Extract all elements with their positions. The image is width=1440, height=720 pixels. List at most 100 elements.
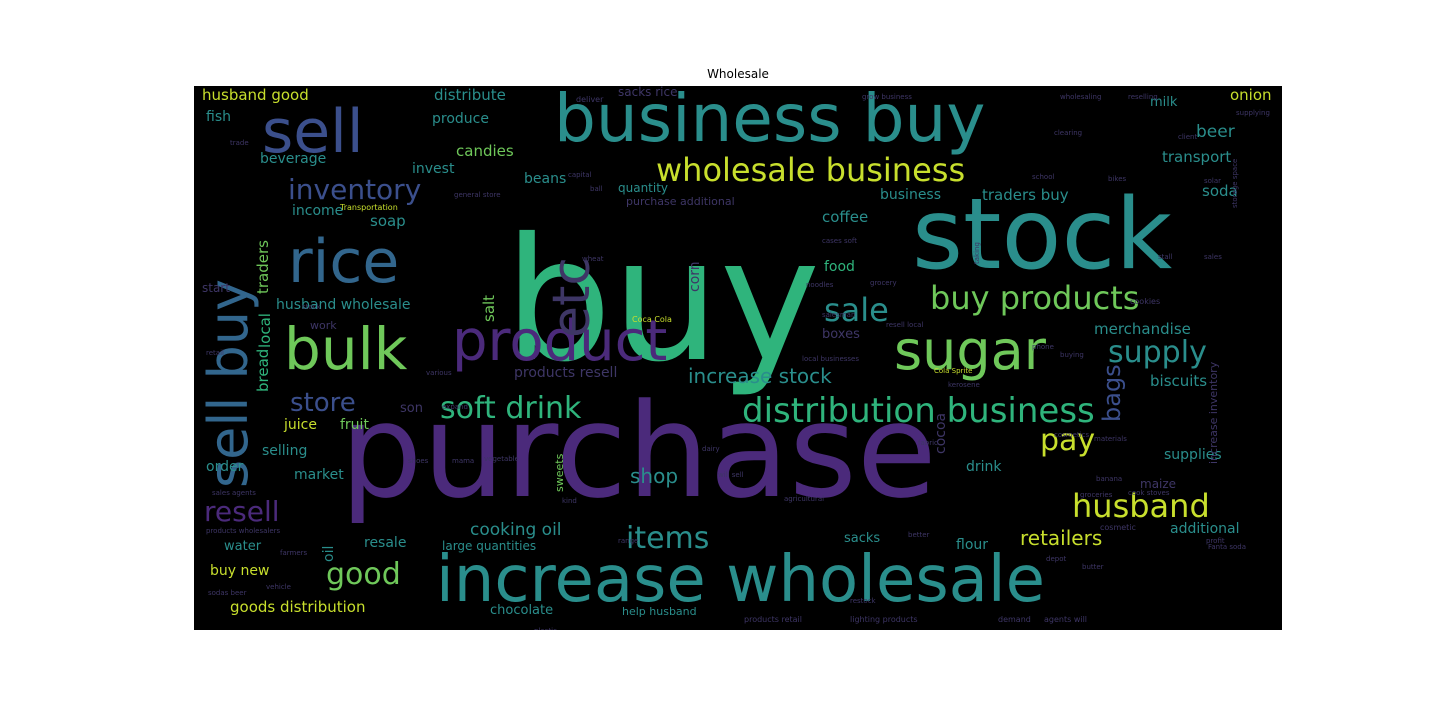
- word-corn: corn: [687, 261, 703, 292]
- word-cosmetic: cosmetic: [1100, 523, 1136, 532]
- word-agricultural: agricultural: [784, 495, 825, 503]
- word-soft-drink: soft drink: [440, 391, 582, 426]
- word-maize: maize: [1140, 477, 1177, 491]
- word-pay: pay: [1040, 423, 1096, 458]
- word-additional: additional: [1170, 521, 1240, 537]
- word-reselling: reselling: [1128, 93, 1158, 101]
- word-work: work: [310, 319, 337, 332]
- word-oil: oil: [321, 545, 337, 562]
- word-solar: solar: [1204, 177, 1222, 185]
- word-bags: bags: [1098, 364, 1126, 422]
- word-fanta-soda: Fanta soda: [1208, 543, 1247, 551]
- word-purchase-additional: purchase additional: [626, 195, 735, 208]
- word-supplies: supplies: [1164, 447, 1222, 463]
- word-mama: mama: [452, 457, 475, 465]
- word-buy: buy: [504, 202, 821, 400]
- word-milk: milk: [1150, 95, 1178, 110]
- word-onion: onion: [1230, 86, 1272, 104]
- word-sugar: sugar: [894, 319, 1046, 382]
- word-income: income: [292, 203, 344, 219]
- word-sacks-rice: sacks rice: [618, 86, 678, 99]
- word-retail: retail: [206, 349, 224, 357]
- word-resell-local: resell local: [886, 321, 924, 329]
- word-cloud: buy purchase stock business buy increase who…: [194, 86, 1282, 630]
- word-resell: resell: [204, 495, 280, 528]
- word-deliver: deliver: [576, 95, 604, 104]
- word-chocolate: chocolate: [490, 603, 554, 618]
- word-groceries: groceries: [1080, 491, 1113, 499]
- word-sale: sale: [824, 291, 889, 329]
- word-depot: depot: [1046, 555, 1067, 563]
- word-clearing: clearing: [1054, 129, 1083, 137]
- word-profit: profit: [1206, 537, 1225, 545]
- word-school: school: [1032, 173, 1055, 181]
- word-products-resell: products resell: [514, 365, 618, 381]
- word-cosmetics: cosmetics: [1054, 431, 1090, 439]
- word-client: client: [1178, 133, 1198, 141]
- word-invest: invest: [412, 161, 455, 177]
- word-plastic: plastic: [534, 628, 557, 631]
- word-kerosene: kerosene: [948, 381, 980, 389]
- word-purchase: purchase: [340, 375, 937, 527]
- word-husband-good: husband good: [202, 86, 309, 104]
- word-water: water: [224, 539, 262, 554]
- word-products-retail: products retail: [744, 615, 802, 624]
- word-stall: stall: [1158, 253, 1173, 261]
- word-salesman: salesman: [822, 311, 856, 319]
- word-candies: candies: [456, 142, 514, 160]
- word-cases-soft: cases soft: [822, 237, 857, 245]
- word-soda: soda: [1202, 182, 1238, 200]
- word-help-husband: help husband: [622, 605, 697, 618]
- word-demand: demand: [998, 615, 1031, 624]
- word-stock-2: stock: [302, 303, 321, 311]
- word-lighting-products: lighting products: [850, 615, 918, 624]
- word-cookies: cookies: [1130, 297, 1161, 306]
- word-coca-cola: Coca Cola: [632, 315, 672, 324]
- word-sell: sell: [262, 97, 364, 167]
- word-flour: flour: [956, 537, 989, 553]
- word-rice: rice: [288, 227, 400, 297]
- word-wholesale-business: wholesale business: [656, 151, 966, 189]
- word-cook-stoves: cook stoves: [1128, 489, 1170, 497]
- word-distribute: distribute: [434, 86, 506, 104]
- word-items: items: [626, 521, 710, 556]
- chart-title: Wholesale: [707, 67, 769, 81]
- word-juice: juice: [284, 417, 317, 433]
- word-produce: produce: [432, 111, 489, 127]
- word-supply: supply: [1108, 335, 1207, 370]
- word-better: better: [908, 531, 930, 539]
- word-fish: fish: [206, 109, 231, 125]
- word-sweets: sweets: [553, 453, 566, 492]
- word-local: local: [256, 313, 274, 348]
- word-etc: etc: [542, 257, 602, 338]
- word-farmers: farmers: [280, 549, 308, 557]
- word-increase-stock: increase stock: [688, 364, 832, 388]
- word-merchandise: merchandise: [1094, 320, 1191, 338]
- word-buy-products: buy products: [930, 279, 1140, 317]
- word-supplying: supplying: [1236, 109, 1270, 117]
- word-store: store: [290, 388, 356, 418]
- word-husband: husband: [1072, 487, 1210, 525]
- word-capital: capital: [568, 171, 592, 179]
- word-beer: beer: [1196, 122, 1235, 142]
- word-stock: stock: [912, 178, 1173, 292]
- word-drink: drink: [966, 459, 1002, 475]
- word-cocoa: cocoa: [933, 412, 949, 454]
- word-banana: banana: [1096, 475, 1123, 483]
- word-kind: kind: [562, 497, 577, 505]
- word-products-wholesalers: products wholesalers: [206, 527, 281, 535]
- word-quantity: quantity: [618, 181, 669, 195]
- word-coffee: coffee: [822, 208, 869, 226]
- word-will-sell: will sell: [718, 471, 744, 479]
- word-grocery: grocery: [870, 279, 897, 287]
- word-range: range: [618, 537, 639, 545]
- word-agents-will: agents will: [1044, 615, 1088, 624]
- word-shop: shop: [630, 464, 679, 488]
- word-various: various: [426, 369, 452, 377]
- word-fabric: fabric: [918, 439, 938, 447]
- word-increase-inventory: increase inventory: [1207, 361, 1220, 464]
- word-selling: selling: [262, 443, 308, 459]
- word-transport: transport: [1162, 148, 1232, 166]
- word-expand: expand: [442, 403, 468, 411]
- word-distribution-business: distribution business: [742, 391, 1095, 431]
